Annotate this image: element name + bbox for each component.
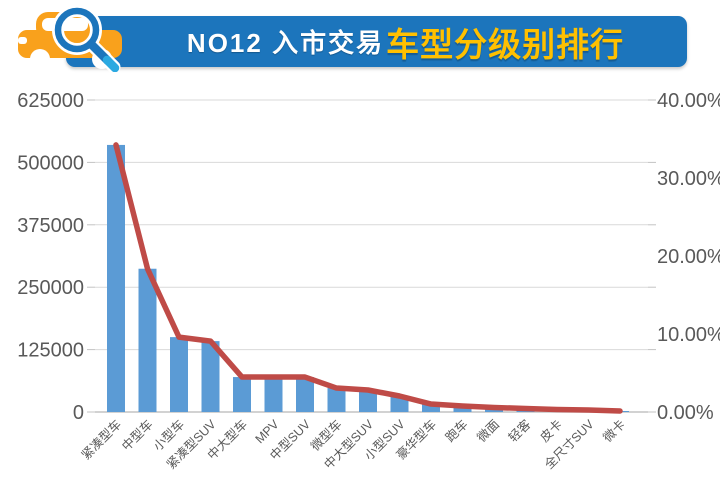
title-highlight: 车型分级别排行 xyxy=(386,25,625,63)
y-axis-label-right: 30.00% xyxy=(657,168,720,190)
bar-中型SUV xyxy=(296,377,314,412)
x-axis-label: 轻客 xyxy=(505,416,534,445)
bar-中大型SUV xyxy=(359,390,377,412)
y-axis-label-left: 0 xyxy=(73,402,84,424)
x-axis-label: 紧凑型车 xyxy=(78,417,124,463)
y-axis-label-right: 20.00% xyxy=(657,246,720,268)
bar-紧凑型SUV xyxy=(201,341,220,412)
y-axis-label-right: 10.00% xyxy=(657,324,720,346)
bar-跑车 xyxy=(453,406,472,412)
y-axis-label-left: 250000 xyxy=(17,277,84,299)
x-axis-label: 跑车 xyxy=(442,417,470,445)
x-axis-label: 皮卡 xyxy=(538,417,566,445)
bar-中型车 xyxy=(138,268,157,412)
bar-MPV xyxy=(264,377,283,412)
y-axis-label-right: 40.00% xyxy=(657,90,720,112)
bar-微型车 xyxy=(327,388,346,412)
bar-中大型车 xyxy=(233,377,251,412)
y-axis-label-left: 125000 xyxy=(17,340,84,362)
bar-豪华型车 xyxy=(422,404,440,412)
x-axis-label: 中型车 xyxy=(118,417,155,454)
car-search-icon xyxy=(18,5,122,72)
bar-小型车 xyxy=(170,337,188,412)
bar-紧凑型车 xyxy=(107,144,125,413)
trend-line xyxy=(113,142,623,414)
x-axis-label: 微卡 xyxy=(601,417,629,445)
y-axis-label-left: 500000 xyxy=(17,152,84,174)
y-axis-label-left: 375000 xyxy=(17,215,84,237)
bar-小型SUV xyxy=(390,396,409,412)
x-axis-label: 微面 xyxy=(475,417,503,445)
magnifier-icon xyxy=(52,5,121,72)
y-axis-label-left: 625000 xyxy=(17,90,84,112)
title-prefix: NO12 入市交易 xyxy=(186,28,385,58)
title-banner: NO12 入市交易 车型分级别排行 xyxy=(66,16,687,67)
y-axis-label-right: 0.00% xyxy=(657,402,714,424)
